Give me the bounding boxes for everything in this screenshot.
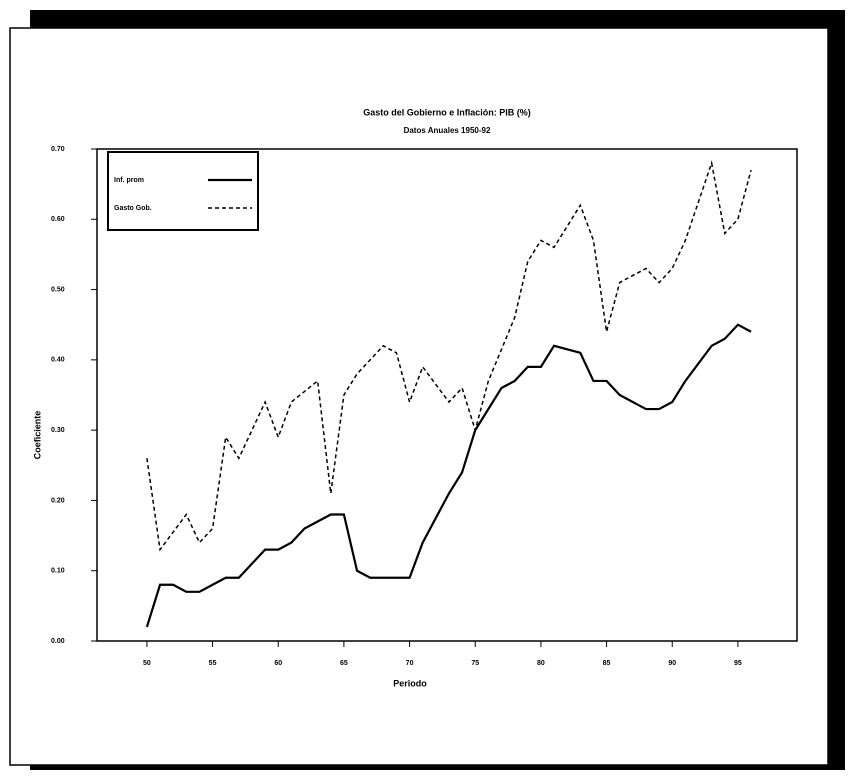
x-tick-label: 70 bbox=[406, 660, 414, 667]
y-tick-label: 0.00 bbox=[51, 638, 65, 645]
y-tick-label: 0.40 bbox=[51, 357, 65, 364]
y-tick-label: 0.50 bbox=[51, 286, 65, 293]
chart-subtitle: Datos Anuales 1950-92 bbox=[404, 126, 491, 135]
legend-label: Inf. prom bbox=[114, 177, 144, 184]
plot-area bbox=[96, 148, 798, 642]
x-tick-label: 55 bbox=[209, 660, 217, 667]
x-tick-label: 75 bbox=[471, 660, 479, 667]
x-tick-label: 80 bbox=[537, 660, 545, 667]
x-tick-label: 50 bbox=[143, 660, 151, 667]
x-tick-label: 60 bbox=[274, 660, 282, 667]
y-tick-label: 0.10 bbox=[51, 568, 65, 575]
y-tick-label: 0.20 bbox=[51, 497, 65, 504]
x-tick-label: 65 bbox=[340, 660, 348, 667]
line bbox=[145, 323, 752, 628]
x-tick-label: 90 bbox=[668, 660, 676, 667]
frame bbox=[9, 27, 829, 766]
x-tick-label: 85 bbox=[603, 660, 611, 667]
y-tick-label: 0.30 bbox=[51, 427, 65, 434]
x-axis-label: Periodo bbox=[393, 678, 427, 688]
legend-box bbox=[107, 151, 259, 231]
y-tick-label: 0.60 bbox=[51, 216, 65, 223]
chart-title: Gasto del Gobierno e Inflación: PIB (%) bbox=[363, 107, 531, 117]
x-tick-label: 95 bbox=[734, 660, 742, 667]
legend-label: Gasto Gob. bbox=[114, 205, 152, 212]
y-tick-label: 0.70 bbox=[51, 146, 65, 153]
y-axis-label: Coeficiente bbox=[32, 411, 42, 460]
